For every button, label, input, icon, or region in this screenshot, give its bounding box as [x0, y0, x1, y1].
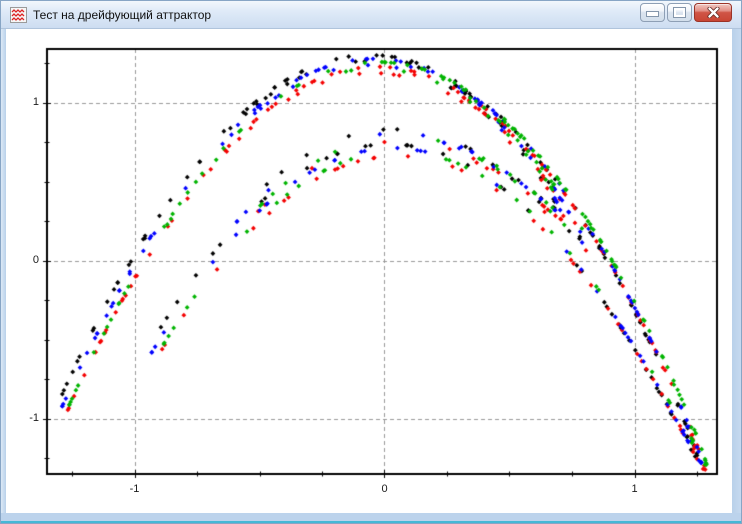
- y-tick-label: -1: [9, 412, 39, 425]
- minimize-icon: [646, 11, 659, 17]
- maximize-button[interactable]: [667, 3, 692, 22]
- window-frame-bottom-edge: [1, 521, 742, 523]
- window-title: Тест на дрейфующий аттрактор: [33, 1, 211, 29]
- close-button[interactable]: [694, 3, 732, 22]
- scatter-plot-canvas[interactable]: [6, 29, 734, 516]
- app-icon: [10, 7, 27, 23]
- title-bar[interactable]: Тест на дрейфующий аттрактор: [1, 1, 742, 29]
- x-tick-label: 1: [620, 483, 650, 496]
- window-frame-left: [1, 29, 6, 524]
- x-tick-label: 0: [370, 483, 400, 496]
- window-frame-bottom: [1, 513, 742, 521]
- plot-client-area: -1 0 1 -1 0 1: [6, 29, 734, 516]
- y-tick-label: 1: [9, 96, 39, 109]
- window-frame-right: [732, 29, 741, 524]
- minimize-button[interactable]: [640, 3, 665, 22]
- close-icon: [707, 7, 720, 18]
- y-tick-label: 0: [9, 254, 39, 267]
- x-tick-label: -1: [120, 483, 150, 496]
- app-window: Тест на дрейфующий аттрактор -1 0 1 -1 0 1: [0, 0, 742, 524]
- maximize-icon: [673, 7, 686, 18]
